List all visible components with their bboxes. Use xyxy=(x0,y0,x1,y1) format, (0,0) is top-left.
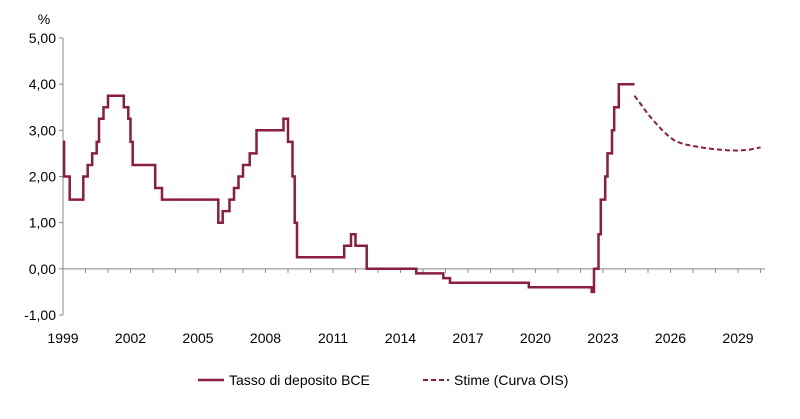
x-axis: 1999 2002 2005 2008 2011 2014 2017 2020 2023 2026… xyxy=(47,268,765,346)
y-unit-label: % xyxy=(38,11,50,27)
x-tick-label: 2002 xyxy=(115,330,146,346)
forecast-series-line xyxy=(633,95,761,152)
x-tick-label: 2029 xyxy=(722,330,753,346)
y-tick-label: 1,00 xyxy=(29,215,56,231)
x-tick-label: 2017 xyxy=(452,330,483,346)
x-tick-label: 2005 xyxy=(182,330,213,346)
x-tick-label: 1999 xyxy=(47,330,78,346)
legend-label: Tasso di deposito BCE xyxy=(229,372,370,388)
y-tick-label: 0,00 xyxy=(29,261,56,277)
legend: Tasso di deposito BCE Stime (Curva OIS) xyxy=(198,372,568,388)
y-tick-label: 2,00 xyxy=(29,169,56,185)
series-lines xyxy=(62,82,761,294)
x-tick-label: 2008 xyxy=(250,330,281,346)
y-axis: -1,00 0,00 1,00 2,00 3,00 4,00 5,00 xyxy=(24,30,64,323)
x-tick-label: 2014 xyxy=(385,330,416,346)
y-tick-label: 3,00 xyxy=(29,122,56,138)
x-tick-label: 2020 xyxy=(520,330,551,346)
x-tick-label: 2023 xyxy=(587,330,618,346)
y-tick-label: -1,00 xyxy=(24,307,56,323)
y-tick-label: 5,00 xyxy=(29,30,56,46)
legend-label: Stime (Curva OIS) xyxy=(454,372,568,388)
y-tick-label: 4,00 xyxy=(29,76,56,92)
x-tick-label: 2011 xyxy=(318,330,348,346)
deposit-rate-series-line xyxy=(62,82,635,294)
x-tick-label: 2026 xyxy=(655,330,686,346)
